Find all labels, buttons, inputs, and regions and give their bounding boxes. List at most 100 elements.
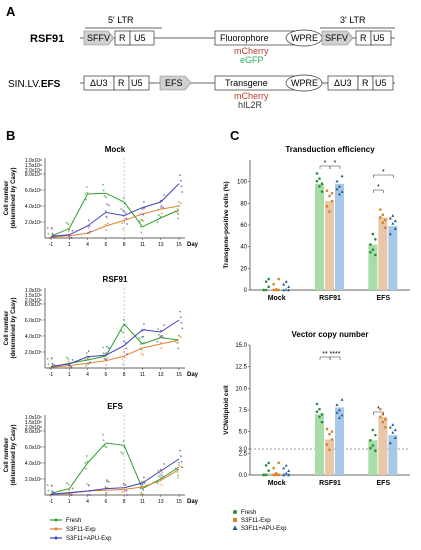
data-point — [284, 280, 288, 283]
data-point — [68, 235, 71, 238]
y-tick-label: 60 — [240, 223, 247, 229]
data-point — [179, 174, 182, 177]
u5-label-3: U5 — [373, 33, 385, 43]
data-point — [177, 213, 180, 216]
data-point — [85, 483, 88, 485]
data-point — [67, 230, 70, 233]
data-point — [140, 352, 143, 355]
data-point — [277, 277, 280, 281]
data-point — [138, 220, 141, 223]
panel-b-letter: B — [6, 130, 15, 143]
data-point — [176, 207, 179, 210]
data-point — [85, 352, 88, 354]
data-point — [262, 288, 265, 292]
data-point — [369, 446, 372, 450]
data-point — [105, 215, 108, 218]
y-axis-label: Cell number — [4, 437, 10, 472]
data-point — [143, 201, 145, 203]
growth-subplot-mock: Mock2.0x10⁵4.0x10⁵6.0x10⁵8.0x10⁵1.0x10⁶1… — [4, 145, 199, 248]
data-point — [391, 221, 395, 225]
data-point — [105, 358, 108, 361]
data-point — [66, 494, 69, 496]
data-point — [160, 483, 163, 486]
data-point — [177, 217, 180, 220]
data-point — [335, 403, 339, 406]
data-point — [142, 493, 145, 495]
data-point — [176, 471, 179, 474]
data-point — [181, 466, 184, 469]
data-point — [328, 448, 331, 452]
data-point — [315, 172, 319, 175]
bar-efs-0 — [368, 244, 378, 290]
data-point — [159, 341, 162, 344]
y-tick-label: 2.0x10⁵ — [25, 350, 42, 356]
data-point — [70, 367, 73, 369]
wpre-label-2: WPRE — [291, 78, 318, 88]
data-point — [162, 475, 165, 478]
group-label: EFS — [377, 480, 391, 487]
data-point — [122, 196, 125, 199]
bar-efs-1 — [378, 217, 388, 290]
du3-label-3: ΔU3 — [334, 78, 352, 88]
data-point — [139, 213, 142, 215]
data-point — [325, 427, 329, 431]
y-tick-label: 1.0x10⁶ — [25, 415, 42, 421]
data-point — [48, 237, 51, 239]
data-point — [107, 204, 110, 207]
x-tick-label: 11 — [140, 499, 145, 505]
data-point — [106, 203, 108, 205]
data-point — [66, 367, 69, 369]
data-point — [126, 494, 128, 496]
sffv-promoter-3 — [321, 30, 354, 46]
data-point — [139, 225, 142, 228]
data-point — [105, 491, 108, 494]
data-point — [122, 227, 124, 230]
data-point — [140, 491, 143, 494]
data-point — [125, 217, 128, 220]
data-point — [65, 356, 68, 359]
y-tick-label: 40 — [240, 245, 247, 251]
data-point — [120, 208, 123, 210]
data-point — [89, 230, 92, 233]
data-point — [47, 363, 50, 366]
y-tick-label: 4.0x10⁵ — [25, 461, 42, 467]
data-point — [160, 335, 163, 338]
data-point — [156, 482, 159, 485]
data-point — [121, 222, 124, 225]
data-point — [384, 426, 387, 429]
ltr3-label: 3' LTR — [340, 15, 366, 25]
x-axis-label: Day — [187, 499, 199, 505]
data-point — [284, 471, 288, 475]
data-point — [274, 288, 278, 291]
data-point — [325, 205, 329, 208]
series-line-s3f11-exp — [50, 468, 180, 495]
data-point — [174, 210, 177, 213]
data-point — [157, 469, 160, 472]
hil2r-label: hIL2R — [238, 100, 263, 110]
data-point — [282, 282, 286, 286]
data-point — [267, 277, 270, 281]
data-point — [340, 413, 344, 417]
data-point — [122, 482, 125, 485]
data-point — [384, 218, 387, 222]
transgene-label: Transgene — [225, 78, 268, 88]
data-point — [53, 234, 56, 236]
data-point — [87, 219, 90, 222]
data-point — [381, 420, 385, 424]
data-point — [393, 219, 397, 223]
data-point — [106, 357, 109, 359]
data-point — [179, 179, 182, 182]
y-tick-label: 2.0x10⁶ — [25, 298, 42, 304]
data-point — [106, 480, 108, 483]
data-point — [85, 367, 88, 369]
y-axis-label: (determined by Casy) — [11, 297, 17, 358]
legend-label: S3F11-Exp — [241, 518, 271, 524]
data-point — [126, 353, 128, 355]
data-point — [138, 337, 141, 340]
data-point — [177, 347, 180, 350]
x-tick-label: 15 — [176, 242, 182, 248]
data-point — [106, 222, 109, 225]
x-tick-label: 4 — [86, 242, 89, 248]
data-point — [393, 227, 397, 230]
y-tick-label: 4.0x10⁵ — [25, 334, 42, 340]
